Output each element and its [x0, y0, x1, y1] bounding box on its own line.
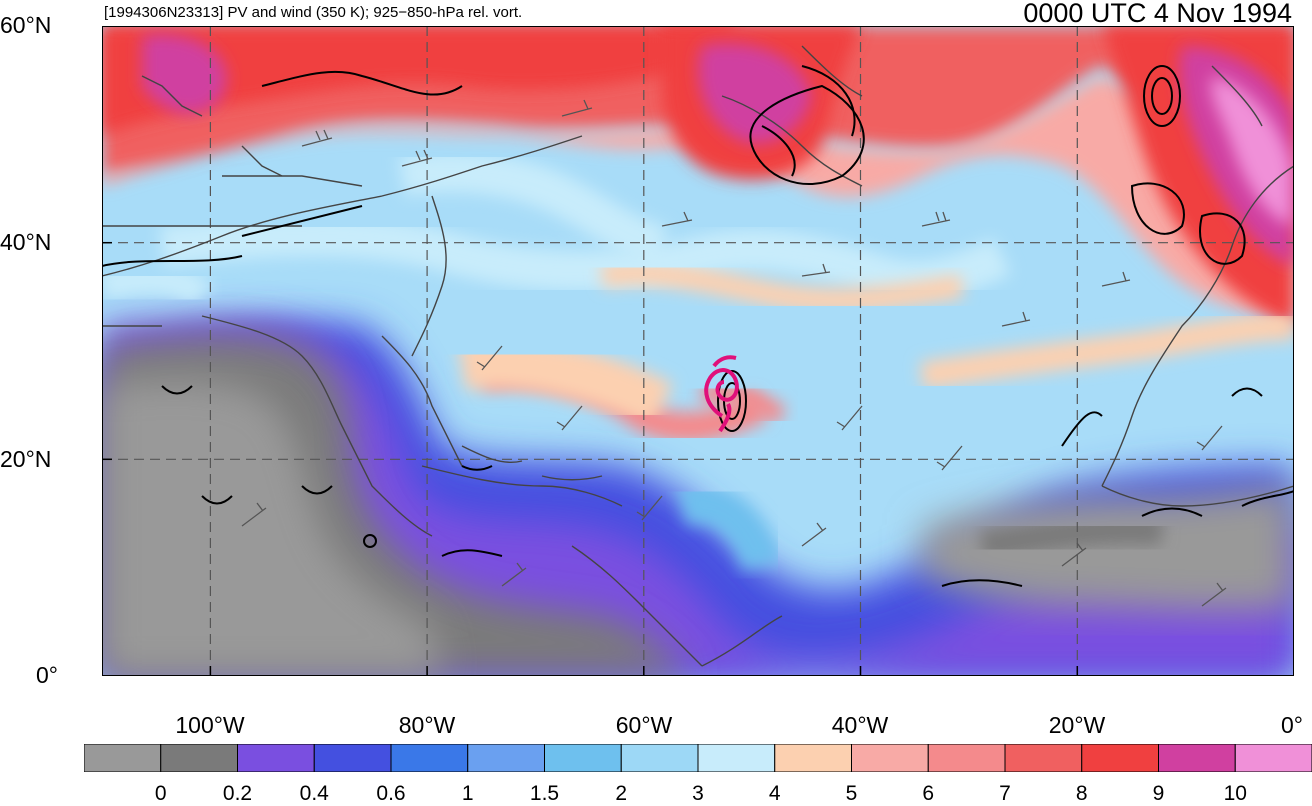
colorbar-swatch [697, 744, 776, 772]
wind-barbs [241, 99, 1227, 607]
colorbar-swatch [1158, 744, 1236, 772]
figure-title: [1994306N23313] PV and wind (350 K); 925… [104, 4, 523, 21]
colorbar-tick-label: 10 [1223, 782, 1247, 805]
map-panel [102, 26, 1294, 676]
colorbar-swatch [1234, 744, 1312, 772]
colorbar-tick-label: 1.5 [529, 782, 560, 805]
lat-lon-gridlines [102, 26, 1294, 676]
colorbar-swatch [313, 744, 392, 772]
colorbar-swatch [544, 744, 622, 772]
storm-track [704, 355, 739, 433]
colorbar-swatch [84, 744, 162, 772]
colorbar-swatch [1081, 744, 1159, 772]
lat-label-20n: 20°N [0, 446, 52, 472]
colorbar-tick-label: 0.6 [376, 782, 406, 805]
colorbar-swatch [237, 744, 315, 772]
colorbar [84, 744, 1312, 772]
colorbar-swatch [1004, 744, 1083, 772]
figure-timestamp: 0000 UTC 4 Nov 1994 [1023, 0, 1292, 28]
colorbar-tick-label: 0.4 [299, 782, 329, 805]
lat-label-60n: 60°N [0, 12, 52, 38]
lon-label-60w: 60°W [615, 712, 673, 738]
colorbar-tick-label: 0.2 [222, 782, 253, 805]
colorbar-swatch [774, 744, 852, 772]
lon-label-40w: 40°W [831, 712, 889, 738]
colorbar-swatch [467, 744, 545, 772]
lon-label-80w: 80°W [398, 712, 456, 738]
lon-label-0: 0° [1281, 712, 1303, 738]
colorbar-tick-label: 3 [692, 782, 704, 805]
lon-label-100w: 100°W [175, 712, 245, 738]
lat-label-0: 0° [36, 662, 58, 688]
lon-label-20w: 20°W [1048, 712, 1106, 738]
colorbar-tick-label: 8 [1075, 782, 1088, 805]
colorbar-swatch [927, 744, 1006, 772]
colorbar-tick-label: 0 [154, 782, 167, 805]
colorbar-swatch [160, 744, 238, 772]
colorbar-tick-label: 7 [999, 782, 1011, 805]
colorbar-tick-label: 5 [845, 782, 858, 805]
colorbar-swatch [851, 744, 929, 772]
axis-ticks [102, 241, 1079, 676]
colorbar-tick-label: 1 [461, 782, 474, 805]
colorbar-tick-label: 9 [1152, 782, 1165, 805]
colorbar-tick-label: 2 [615, 782, 628, 805]
coastlines [102, 45, 1294, 667]
colorbar-tick-label: 4 [768, 782, 781, 805]
colorbar-tick-label: 6 [922, 782, 935, 805]
colorbar-swatch [620, 744, 699, 772]
colorbar-swatch [390, 744, 469, 772]
lat-label-40n: 40°N [0, 229, 52, 255]
vorticity-contours [102, 65, 1294, 587]
